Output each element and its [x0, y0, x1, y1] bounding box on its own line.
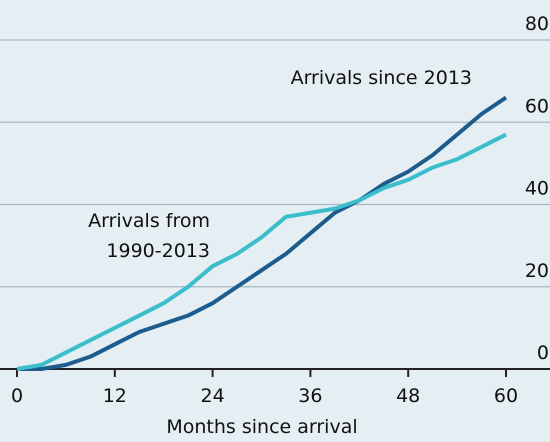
series-line: [16, 132, 507, 371]
y-tick-label: 80: [525, 13, 549, 35]
annotation: 1990-2013: [106, 240, 210, 262]
x-tick-label: 48: [396, 385, 420, 407]
x-tick-label: 60: [494, 385, 518, 407]
y-tick-label: 60: [525, 95, 549, 117]
y-tick-label: 40: [525, 178, 549, 200]
annotation: Arrivals since 2013: [291, 67, 472, 89]
x-tick-label: 24: [201, 385, 225, 407]
series-line: [17, 95, 508, 371]
x-tick-label: 0: [11, 385, 23, 407]
y-tick-label: 0: [537, 342, 549, 364]
x-tick-label: 12: [103, 385, 127, 407]
y-tick-label: 20: [525, 260, 549, 282]
x-axis-label: Months since arrival: [166, 416, 357, 438]
x-tick-label: 36: [298, 385, 322, 407]
annotation: Arrivals from: [88, 210, 210, 232]
